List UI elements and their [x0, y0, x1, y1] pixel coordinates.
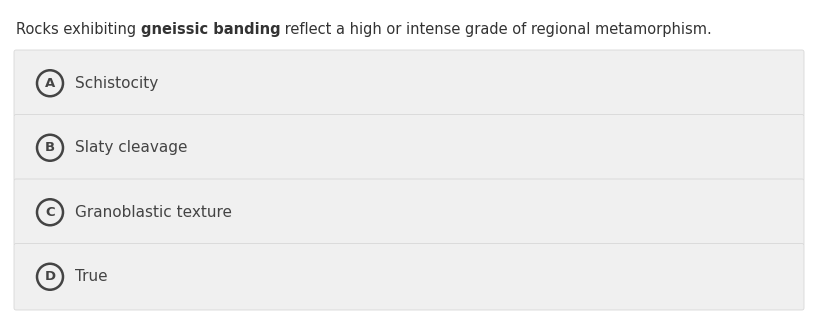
Text: Schistocity: Schistocity [75, 76, 158, 91]
Text: D: D [44, 270, 56, 283]
Text: Granoblastic texture: Granoblastic texture [75, 205, 232, 220]
FancyBboxPatch shape [14, 244, 804, 310]
Text: C: C [45, 206, 55, 219]
FancyBboxPatch shape [14, 50, 804, 116]
Text: Slaty cleavage: Slaty cleavage [75, 140, 187, 155]
FancyBboxPatch shape [14, 114, 804, 181]
Text: gneissic banding: gneissic banding [141, 22, 281, 37]
Text: True: True [75, 269, 108, 284]
FancyBboxPatch shape [14, 179, 804, 245]
Text: B: B [45, 141, 55, 154]
Text: A: A [45, 77, 55, 90]
Text: reflect a high or intense grade of regional metamorphism.: reflect a high or intense grade of regio… [281, 22, 712, 37]
Text: Rocks exhibiting: Rocks exhibiting [16, 22, 141, 37]
